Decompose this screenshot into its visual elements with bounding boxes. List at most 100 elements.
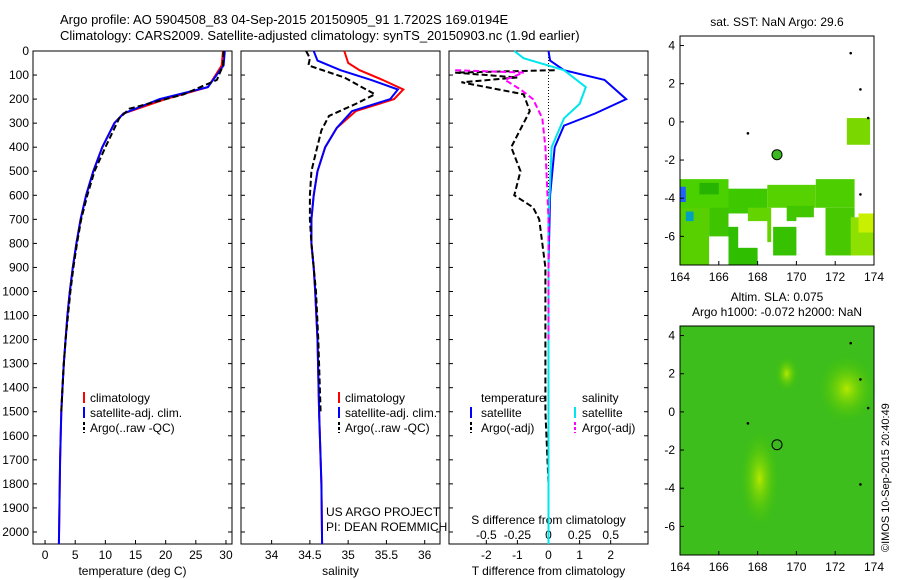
y-tick-label: 2000 (2, 525, 29, 539)
sla-anomaly (739, 428, 780, 529)
x-tick-label: 35.5 (375, 548, 399, 562)
legend-label: Argo(..raw -QC) (90, 421, 175, 435)
y-tick-label: -2 (664, 153, 675, 167)
y-tick-label: 600 (9, 188, 29, 202)
island (859, 193, 862, 196)
island (849, 341, 853, 345)
x-tick-label: 170 (786, 270, 806, 284)
island (746, 132, 750, 135)
sla-anomaly (774, 355, 799, 392)
x-tick-label: 2 (607, 548, 614, 562)
x-tick-label: 164 (670, 560, 690, 574)
island (866, 116, 870, 120)
legend-header: temperature (481, 391, 546, 405)
y-tick-label: 1500 (2, 405, 29, 419)
y-tick-label: 1700 (2, 453, 29, 467)
float-position-marker (771, 439, 783, 451)
y-tick-label: -2 (664, 443, 675, 457)
y-tick-label: 1300 (2, 357, 29, 371)
x-tick-label: 10 (99, 548, 113, 562)
y-tick-label: 2 (668, 77, 675, 91)
y-tick-label: -6 (664, 229, 675, 243)
sst-cell (685, 211, 694, 222)
sst-cell (858, 213, 874, 233)
legend-label: climatology (90, 391, 150, 405)
top-tick-label: 0.25 (568, 528, 592, 542)
legend-label: satellite (481, 406, 522, 420)
x-tick-label: -2 (481, 548, 492, 562)
y-tick-label: 400 (9, 140, 29, 154)
series-line (57, 50, 226, 545)
y-tick-label: 4 (668, 39, 675, 53)
y-tick-label: -4 (664, 191, 675, 205)
temperature-legend: climatology satellite-adj. clim. Argo(..… (83, 391, 182, 435)
y-tick-label: 1100 (3, 309, 29, 323)
island (849, 51, 853, 55)
y-tick-label: 1400 (2, 381, 29, 395)
y-tick-label: 100 (9, 68, 29, 82)
y-tick-label: 0 (22, 44, 29, 58)
x-tick-label: -1 (512, 548, 523, 562)
x-tick-label: 1 (576, 548, 583, 562)
sst-gap (738, 221, 768, 248)
x-tick-label: 172 (825, 560, 845, 574)
float-position-marker (771, 149, 783, 161)
legend-label: satellite-adj. clim. (345, 406, 437, 420)
y-tick-label: 200 (9, 92, 29, 106)
temperature-panel-frame (32, 50, 233, 545)
y-tick-label: 2 (668, 367, 675, 381)
island (859, 88, 862, 91)
x-axis-label: salinity (322, 564, 359, 578)
x-tick-label: 34 (265, 548, 279, 562)
x-tick-label: 25 (189, 548, 203, 562)
y-tick-label: 0 (668, 115, 675, 129)
sst-cell (767, 184, 816, 208)
sst-cell (825, 207, 855, 256)
chart-title-line2: Climatology: CARS2009. Satellite-adjuste… (60, 28, 580, 43)
y-tick-label: 500 (9, 164, 29, 178)
x-tick-label: 168 (748, 560, 768, 574)
top-tick-label: -0.25 (504, 528, 532, 542)
legend-header: salinity (582, 391, 619, 405)
sst-cell (699, 182, 719, 195)
y-tick-label: 900 (9, 260, 29, 274)
x-tick-label: 0 (545, 548, 552, 562)
x-tick-label: 174 (864, 270, 884, 284)
y-tick-label: 0 (668, 405, 675, 419)
sst-cell (680, 186, 686, 203)
y-tick-label: -4 (664, 481, 675, 495)
difference-legend: temperature salinity satellite Argo(-adj… (470, 391, 635, 435)
y-tick-label: 1600 (2, 429, 29, 443)
sst-cell (680, 198, 710, 265)
x-tick-label: 166 (709, 560, 729, 574)
legend-label: satellite-adj. clim. (90, 406, 182, 420)
sst-cell (846, 118, 871, 145)
legend-label: climatology (345, 391, 405, 405)
y-tick-label: -6 (664, 519, 675, 533)
island (859, 483, 862, 486)
island (866, 406, 870, 410)
top-tick-label: 0.5 (602, 528, 619, 542)
x-tick-label: 174 (864, 560, 884, 574)
sst-cell (815, 179, 855, 208)
y-tick-label: 4 (668, 329, 675, 343)
temperature-panel: 0 5 10 15 20 25 30 temperature (deg C) 0 100 200 30… (2, 44, 233, 578)
sst-map: 164 166 168 170 172 174 4 2 0 -2 -4 -6 (664, 35, 884, 284)
x-tick-label: 164 (670, 270, 690, 284)
sla-map-title2: Argo h1000: -0.072 h2000: NaN (691, 305, 863, 319)
x-tick-label: 166 (709, 270, 729, 284)
sla-map: 164 166 168 170 172 174 4 2 0 -2 -4 -6 (664, 325, 884, 574)
legend-label: satellite (582, 406, 623, 420)
island (859, 378, 862, 381)
x-tick-label: 170 (786, 560, 806, 574)
salinity-panel-frame (240, 50, 441, 545)
pi-label: PI: DEAN ROEMMICH (326, 520, 447, 534)
map-frame (679, 325, 875, 556)
x-axis-label: T difference from climatology (472, 564, 626, 578)
y-tick-label: 300 (9, 116, 29, 130)
island (746, 422, 750, 425)
x-tick-label: 34.5 (298, 548, 322, 562)
y-tick-label: 1000 (2, 284, 29, 298)
x-tick-label: 0 (42, 548, 49, 562)
